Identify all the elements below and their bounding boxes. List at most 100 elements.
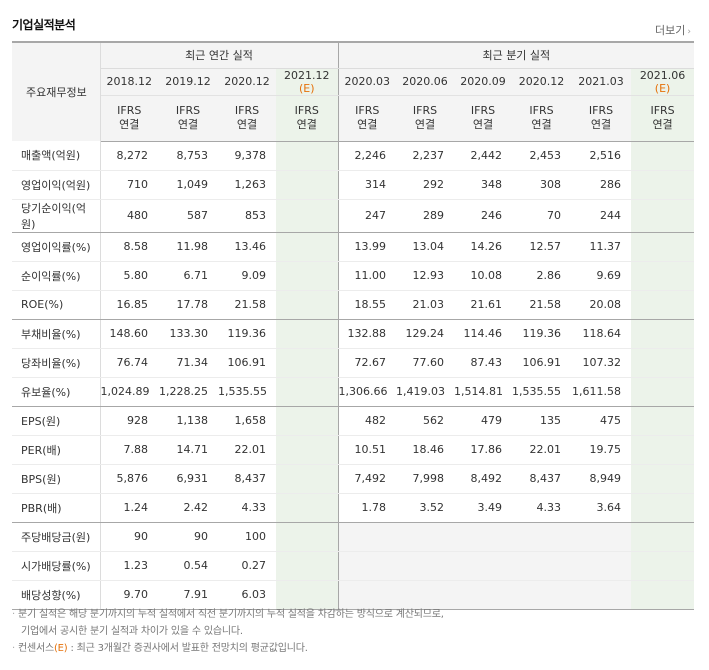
period-header: 2021.03	[571, 68, 632, 96]
ifrs-text: IFRS	[412, 104, 438, 117]
table-cell: 286	[571, 170, 632, 200]
table-cell: 20.08	[571, 290, 632, 320]
table-cell: 7.88	[100, 435, 158, 465]
table-cell	[512, 551, 572, 581]
ifrs-text: IFRS	[650, 104, 675, 117]
table-body: 매출액(억원) 8,272 8,753 9,378 2,246 2,237 2,442 2,4…	[12, 141, 695, 609]
table-cell: 21.03	[396, 290, 455, 320]
row-label: 배당성향(%)	[12, 580, 101, 609]
table-cell: 482	[338, 406, 397, 436]
table-cell: 4.33	[218, 493, 276, 523]
table-cell: 1,049	[158, 170, 218, 200]
table-cell	[276, 141, 339, 171]
ifrs-text: IFRS	[588, 104, 614, 117]
ifrs-basis-label: IFRS 연결	[338, 95, 397, 142]
table-cell: 6,931	[158, 464, 218, 494]
table-cell	[276, 290, 339, 320]
table-cell	[631, 261, 695, 291]
table-row: BPS(원) 5,876 6,931 8,437 7,492 7,998 8,492 8,43…	[12, 464, 695, 494]
table-cell: 6.03	[241, 588, 267, 601]
table-cell	[631, 290, 695, 320]
table-row: 부채비율(%) 148.60 133.30 119.36 132.88 129.24 114…	[12, 319, 695, 349]
table-cell	[276, 551, 339, 581]
period-header: 2021.06 (E)	[631, 68, 695, 96]
table-cell: 11.98	[158, 232, 218, 262]
period-label: 2021.12	[284, 68, 330, 82]
table-cell: 1,535.55	[218, 377, 276, 407]
table-cell: 106.91	[218, 348, 276, 378]
table-cell	[512, 522, 572, 552]
annual-group-header: 최근 연간 실적	[100, 42, 339, 69]
table-cell	[276, 522, 339, 552]
table-cell	[454, 551, 513, 581]
table-cell: 9.09	[218, 261, 276, 291]
table-cell	[571, 580, 632, 609]
ifrs-text: IFRS	[117, 104, 142, 117]
table-cell	[276, 199, 339, 233]
table-cell: 21.58	[218, 290, 276, 320]
ifrs-text: IFRS	[234, 104, 260, 117]
row-label: 시가배당률(%)	[12, 551, 101, 581]
table-cell: 2,442	[454, 141, 513, 171]
table-cell: 4.33	[512, 493, 572, 523]
table-cell: 2,246	[338, 141, 397, 171]
table-cell	[631, 348, 695, 378]
consolidated-text: 연결	[414, 118, 436, 131]
table-cell: 18.55	[338, 290, 397, 320]
table-cell: 21.58	[512, 290, 572, 320]
table-cell: 148.60	[100, 319, 158, 349]
quarter-group-header: 최근 분기 실적	[338, 42, 695, 69]
table-cell: 12.93	[396, 261, 455, 291]
ifrs-basis-label: IFRS 연결	[512, 95, 572, 142]
table-cell: 8,949	[571, 464, 632, 494]
table-cell: 562	[396, 406, 455, 436]
table-cell	[454, 522, 513, 552]
table-cell	[571, 522, 632, 552]
period-label: 2020.03	[344, 75, 391, 88]
row-label: 주당배당금(원)	[12, 522, 101, 552]
table-cell: 13.04	[396, 232, 455, 262]
table-cell: 2,237	[396, 141, 455, 171]
table-cell	[631, 580, 695, 609]
table-cell: 8,437	[218, 464, 276, 494]
period-label: 2020.12	[518, 75, 565, 88]
table-cell: 2.86	[512, 261, 572, 291]
period-header: 2020.03	[338, 68, 397, 96]
table-cell: 1,514.81	[454, 377, 513, 407]
table-cell: 244	[571, 199, 632, 233]
table-cell	[631, 170, 695, 200]
table-cell: 12.57	[512, 232, 572, 262]
table-cell	[454, 580, 513, 609]
table-row: 영업이익(억원) 710 1,049 1,263 314 292 348 308 286	[12, 170, 695, 200]
table-cell: 1.78	[338, 493, 397, 523]
table-cell: 1,658	[218, 406, 276, 436]
table-cell: 119.36	[512, 319, 572, 349]
more-link[interactable]: 더보기 ›	[655, 22, 691, 38]
table-cell: 5,876	[100, 464, 158, 494]
table-cell: 14.26	[454, 232, 513, 262]
consolidated-text: 연결	[177, 118, 199, 131]
ifrs-text: IFRS	[470, 104, 496, 117]
table-cell: 3.52	[396, 493, 455, 523]
table-cell	[631, 551, 695, 581]
row-label: 매출액(억원)	[12, 141, 101, 171]
table-cell	[631, 464, 695, 494]
table-cell	[631, 522, 695, 552]
table-cell	[276, 319, 339, 349]
table-cell: 289	[396, 199, 455, 233]
period-label: 2020.09	[460, 75, 506, 88]
table-cell: 106.91	[512, 348, 572, 378]
table-cell: 18.46	[396, 435, 455, 465]
row-label: 영업이익률(%)	[12, 232, 101, 262]
table-row: ROE(%) 16.85 17.78 21.58 18.55 21.03 21.61 21.5…	[12, 290, 695, 320]
table-cell: 17.78	[158, 290, 218, 320]
table-row: 배당성향(%) 9.70 7.91 6.03	[12, 580, 695, 609]
table-cell: 13.46	[218, 232, 276, 262]
footnote-2-text: : 최근 3개월간 증권사에서 발표한 전망치의 평균값입니다.	[67, 643, 308, 654]
footnote-1-text: 분기 실적은 해당 분기까지의 누적 실적에서 직전 분기까지의 누적 실적을 …	[17, 609, 444, 620]
period-header: 2021.12 (E)	[276, 68, 339, 96]
table-cell	[631, 141, 695, 171]
table-cell: 8,437	[512, 464, 572, 494]
table-cell: 348	[454, 170, 513, 200]
bullet-icon: ·	[12, 643, 15, 654]
